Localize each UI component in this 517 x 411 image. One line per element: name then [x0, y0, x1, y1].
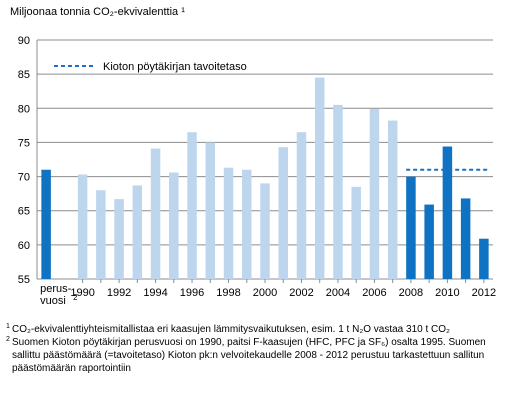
x-tick-label-2008: 2008: [399, 287, 423, 299]
bar-1990: [77, 174, 88, 279]
y-tick-label-70: 70: [18, 172, 30, 184]
footnote-1-text: CO₂-ekvivalenttiyhteismitallistaa eri ka…: [12, 324, 450, 335]
y-tick-label-75: 75: [18, 137, 30, 149]
x-tick-label-2004: 2004: [326, 287, 350, 299]
bar-1993: [132, 185, 143, 279]
x-tick-label-1996: 1996: [180, 287, 204, 299]
bar-1992: [114, 199, 124, 279]
x-tick-label-base-year-line1: perus-: [40, 283, 72, 295]
bar-1994: [150, 148, 161, 279]
bar-2009: [424, 204, 434, 279]
bar-2004: [333, 104, 343, 279]
footnote-2-marker: 2: [6, 336, 10, 343]
y-tick-label-90: 90: [18, 35, 30, 47]
bar-2012: [479, 238, 489, 279]
y-tick-label-60: 60: [18, 240, 30, 252]
x-tick-label-2000: 2000: [253, 287, 277, 299]
x-tick-label-2012: 2012: [472, 287, 496, 299]
footnote-1: 1 CO₂-ekvivalenttiyhteismitallistaa eri …: [6, 323, 511, 336]
bar-1996: [187, 132, 197, 279]
x-tick-label-2006: 2006: [362, 287, 386, 299]
bar-2003: [314, 77, 325, 279]
bar-1999: [242, 169, 252, 279]
bar-base-year: [41, 169, 51, 279]
y-tick-label-55: 55: [18, 274, 30, 286]
legend-target-label: Kioton pöytäkirjan tavoitetaso: [103, 61, 247, 73]
emissions-chart: 55 60 65 70 75 80 85 90 1990 1992 1994 1996 1998 2000…: [18, 35, 496, 307]
bar-2008: [406, 176, 416, 279]
footnote-2: 2 Suomen Kioton pöytäkirjan perusvuosi o…: [6, 336, 511, 375]
bar-2000: [260, 183, 270, 279]
bar-2006: [369, 108, 380, 280]
bar-2002: [296, 132, 307, 279]
x-tick-label-1994: 1994: [143, 287, 167, 299]
x-tick-label-1992: 1992: [107, 287, 131, 299]
bar-2011: [460, 198, 471, 279]
y-axis-title: Miljoonaa tonnia CO₂-ekvivalenttia ¹: [10, 6, 185, 18]
bar-2007: [387, 120, 398, 279]
bar-2001: [278, 147, 288, 279]
bar-1997: [205, 142, 216, 279]
footnote-2-text: Suomen Kioton pöytäkirjan perusvuosi on …: [12, 337, 486, 374]
bar-1995: [169, 172, 179, 279]
y-tick-label-85: 85: [18, 69, 30, 81]
y-tick-label-80: 80: [18, 103, 30, 115]
bar-2005: [351, 186, 361, 279]
bar-1998: [223, 167, 234, 279]
bar-1991: [96, 190, 106, 279]
footnotes: 1 CO₂-ekvivalenttiyhteismitallistaa eri …: [6, 323, 511, 375]
x-tick-label-base-year-line2: vuosi: [40, 295, 66, 307]
x-tick-label-1998: 1998: [216, 287, 240, 299]
bar-2010: [442, 146, 453, 279]
x-tick-label-base-year-sup: 2: [73, 293, 78, 302]
y-tick-label-65: 65: [18, 206, 30, 218]
x-tick-label-1990: 1990: [70, 287, 94, 299]
x-tick-label-2002: 2002: [289, 287, 313, 299]
x-tick-label-2010: 2010: [435, 287, 459, 299]
footnote-1-marker: 1: [6, 323, 10, 330]
